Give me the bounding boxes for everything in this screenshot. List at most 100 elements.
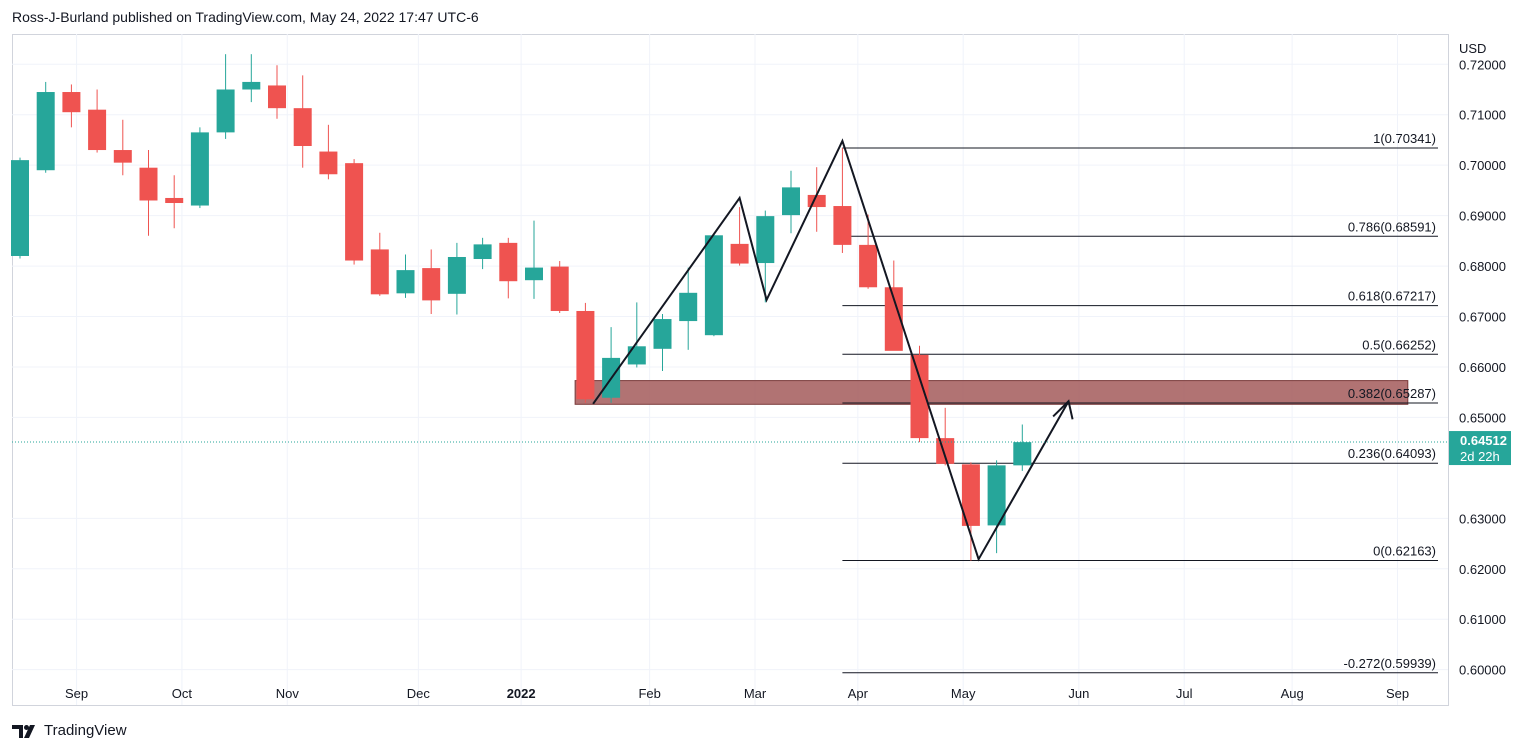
- fib-level-label: 0.618(0.67217): [1348, 289, 1436, 304]
- candle-body: [1013, 442, 1032, 466]
- candle-body: [11, 160, 29, 256]
- candle: [345, 159, 364, 265]
- candle: [370, 232, 389, 296]
- candle-body: [165, 197, 184, 204]
- candle: [859, 214, 878, 289]
- x-tick-label: Jun: [1068, 686, 1089, 701]
- candle-body: [113, 150, 132, 163]
- tradingview-footer[interactable]: TradingView: [12, 722, 127, 739]
- chart-frame: [12, 34, 1449, 706]
- candle: [756, 210, 775, 303]
- candle: [293, 75, 312, 168]
- fib-level-label: 0.5(0.66252): [1362, 337, 1436, 352]
- fibonacci-retracement: 1(0.70341) 0.786(0.68591) 0.618(0.67217) 0.…: [842, 131, 1438, 674]
- tradingview-brand: TradingView: [44, 722, 127, 739]
- candle-body: [576, 310, 595, 400]
- pattern-path: [592, 138, 1070, 562]
- candle-body: [730, 243, 749, 264]
- candle-body: [473, 244, 492, 260]
- currency-label: USD: [1459, 41, 1486, 56]
- candle-body: [782, 187, 800, 216]
- candle: [190, 127, 209, 209]
- publisher-header: Ross-J-Burland published on TradingView.…: [12, 9, 479, 25]
- candle: [602, 327, 621, 403]
- y-tick-label: 0.68000: [1459, 259, 1506, 274]
- y-tick-label: 0.62000: [1459, 562, 1506, 577]
- y-tick-label: 0.72000: [1459, 57, 1506, 72]
- candle-body: [62, 92, 81, 113]
- candle-body: [190, 132, 209, 206]
- y-tick-label: 0.60000: [1459, 663, 1506, 678]
- candle: [679, 267, 698, 350]
- candle: [36, 81, 55, 173]
- candle-body: [370, 249, 389, 295]
- candle: [782, 170, 800, 234]
- candle: [319, 124, 338, 180]
- resistance-zone-layer: [574, 380, 1409, 405]
- candle: [627, 302, 646, 368]
- candle-body: [987, 465, 1006, 526]
- candle: [653, 314, 672, 372]
- x-tick-label: Apr: [848, 686, 869, 701]
- candle-body: [525, 267, 543, 281]
- candle-body: [447, 256, 466, 294]
- time-axis: Sep Oct Nov Dec 2022 Feb Mar Apr May Jun Jul Aug Sep: [65, 686, 1409, 701]
- grid-lines: [12, 34, 1448, 705]
- x-tick-label: Sep: [65, 686, 88, 701]
- x-tick-label: Jul: [1176, 686, 1193, 701]
- candle-body: [268, 85, 286, 109]
- candle: [447, 242, 466, 315]
- candle: [550, 261, 569, 313]
- candle-body: [422, 268, 441, 301]
- last-price-value: 0.64512: [1460, 433, 1507, 448]
- y-tick-label: 0.71000: [1459, 108, 1506, 123]
- candle: [473, 237, 492, 270]
- candle: [139, 150, 158, 236]
- candle-body: [319, 151, 338, 175]
- candle-body: [679, 292, 698, 322]
- fib-level-label: -0.272(0.59939): [1343, 656, 1436, 671]
- x-tick-label: Oct: [172, 686, 193, 701]
- candle-body: [833, 206, 852, 245]
- candle-body: [961, 464, 980, 526]
- fib-level-label: 0.382(0.65287): [1348, 386, 1436, 401]
- candle: [730, 207, 749, 266]
- x-tick-label: Feb: [638, 686, 660, 701]
- candle: [987, 460, 1006, 554]
- candle-body: [88, 109, 107, 151]
- pattern-drawing: [592, 138, 1074, 562]
- resistance-zone: [574, 380, 1409, 405]
- candle-body: [345, 163, 364, 261]
- x-tick-label: 2022: [507, 686, 536, 701]
- arrow-head: [1052, 399, 1074, 420]
- candle-body: [756, 216, 775, 264]
- candle-body: [884, 287, 903, 351]
- y-tick-label: 0.70000: [1459, 158, 1506, 173]
- candle-body: [242, 81, 261, 90]
- y-tick-label: 0.69000: [1459, 209, 1506, 224]
- y-tick-label: 0.61000: [1459, 612, 1506, 627]
- candle: [910, 345, 929, 443]
- candle: [499, 237, 518, 299]
- x-tick-label: Sep: [1386, 686, 1409, 701]
- candle: [396, 254, 415, 298]
- x-tick-label: Mar: [744, 686, 767, 701]
- candle: [268, 65, 286, 119]
- candle: [525, 220, 543, 299]
- y-tick-label: 0.65000: [1459, 410, 1506, 425]
- candle-body: [704, 235, 723, 336]
- candle: [242, 54, 261, 103]
- price-axis: 0.72000 0.71000 0.70000 0.69000 0.68000 0.670…: [1459, 57, 1506, 677]
- candle-body: [293, 108, 312, 147]
- candle: [884, 260, 903, 351]
- fib-level-label: 0(0.62163): [1373, 544, 1436, 559]
- candle: [62, 84, 81, 128]
- candle: [576, 302, 595, 403]
- candle-body: [36, 92, 55, 171]
- y-tick-label: 0.63000: [1459, 511, 1506, 526]
- candle: [11, 157, 29, 259]
- candle: [113, 119, 132, 176]
- tradingview-logo-icon: [12, 724, 35, 738]
- candle-body: [550, 266, 569, 311]
